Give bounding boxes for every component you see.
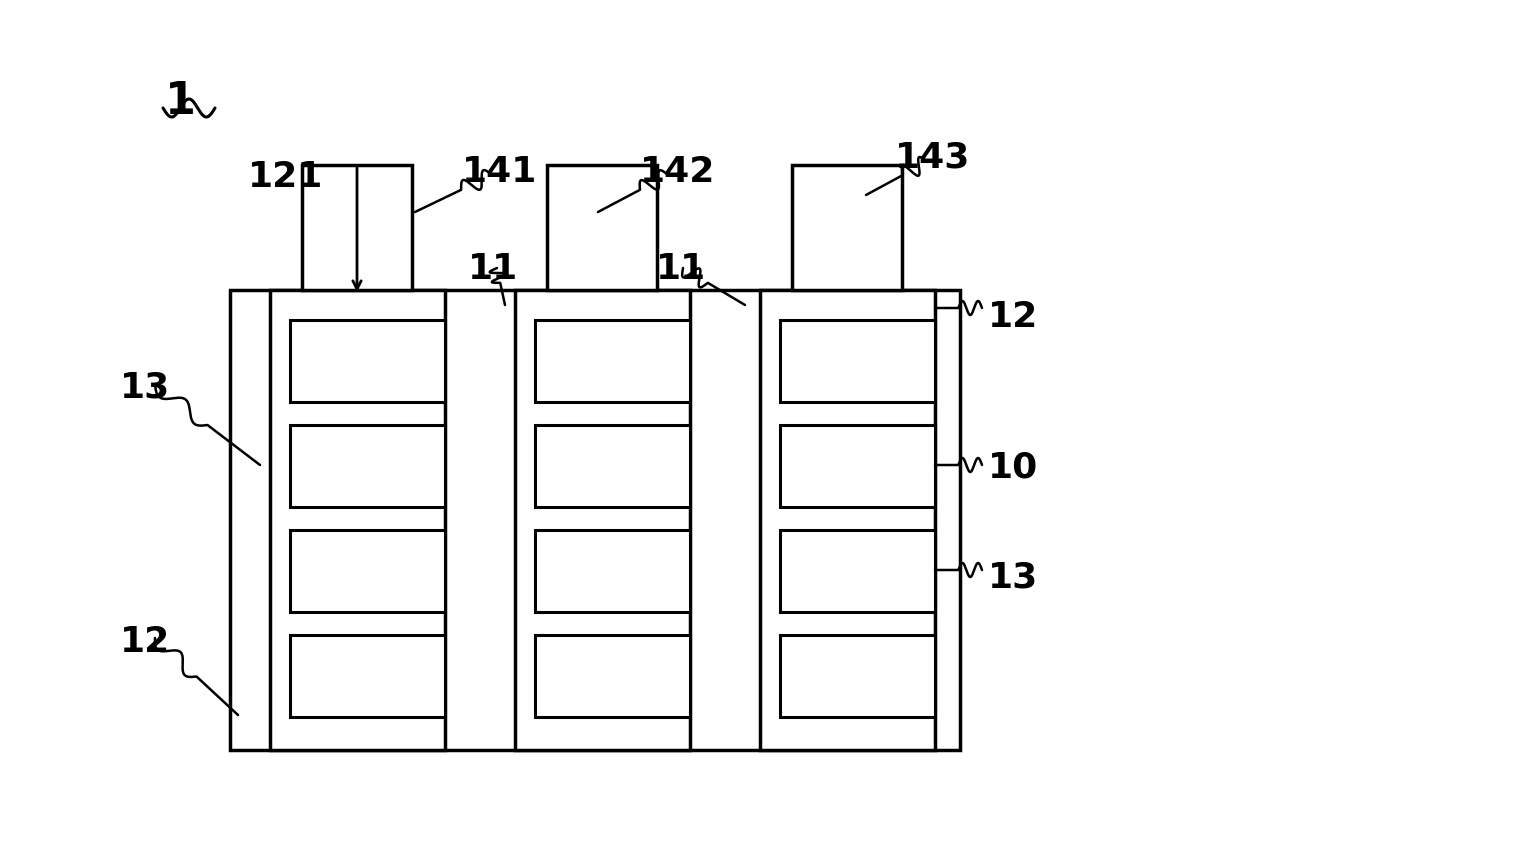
Text: 143: 143 <box>895 140 970 174</box>
Bar <box>534 530 690 612</box>
Bar <box>229 290 959 750</box>
Bar <box>534 635 690 717</box>
Bar <box>302 165 413 290</box>
Bar <box>779 320 935 402</box>
Text: 11: 11 <box>656 252 707 286</box>
Text: 12: 12 <box>989 300 1038 334</box>
Bar <box>290 530 445 612</box>
Bar <box>514 290 690 750</box>
Bar <box>779 425 935 507</box>
Bar <box>270 290 445 750</box>
Bar <box>534 425 690 507</box>
Bar <box>779 635 935 717</box>
Bar <box>792 165 902 290</box>
Text: 10: 10 <box>989 450 1038 484</box>
Bar <box>290 320 445 402</box>
Text: 12: 12 <box>120 625 171 659</box>
Text: 11: 11 <box>468 252 519 286</box>
Bar <box>290 635 445 717</box>
Text: 13: 13 <box>989 560 1038 594</box>
Text: 1: 1 <box>165 80 196 123</box>
Bar <box>290 425 445 507</box>
Text: 13: 13 <box>120 370 171 404</box>
Bar <box>779 530 935 612</box>
Text: 121: 121 <box>248 160 323 194</box>
Text: 142: 142 <box>641 155 716 189</box>
Bar <box>547 165 658 290</box>
Text: 141: 141 <box>462 155 537 189</box>
Bar <box>761 290 935 750</box>
Bar <box>534 320 690 402</box>
